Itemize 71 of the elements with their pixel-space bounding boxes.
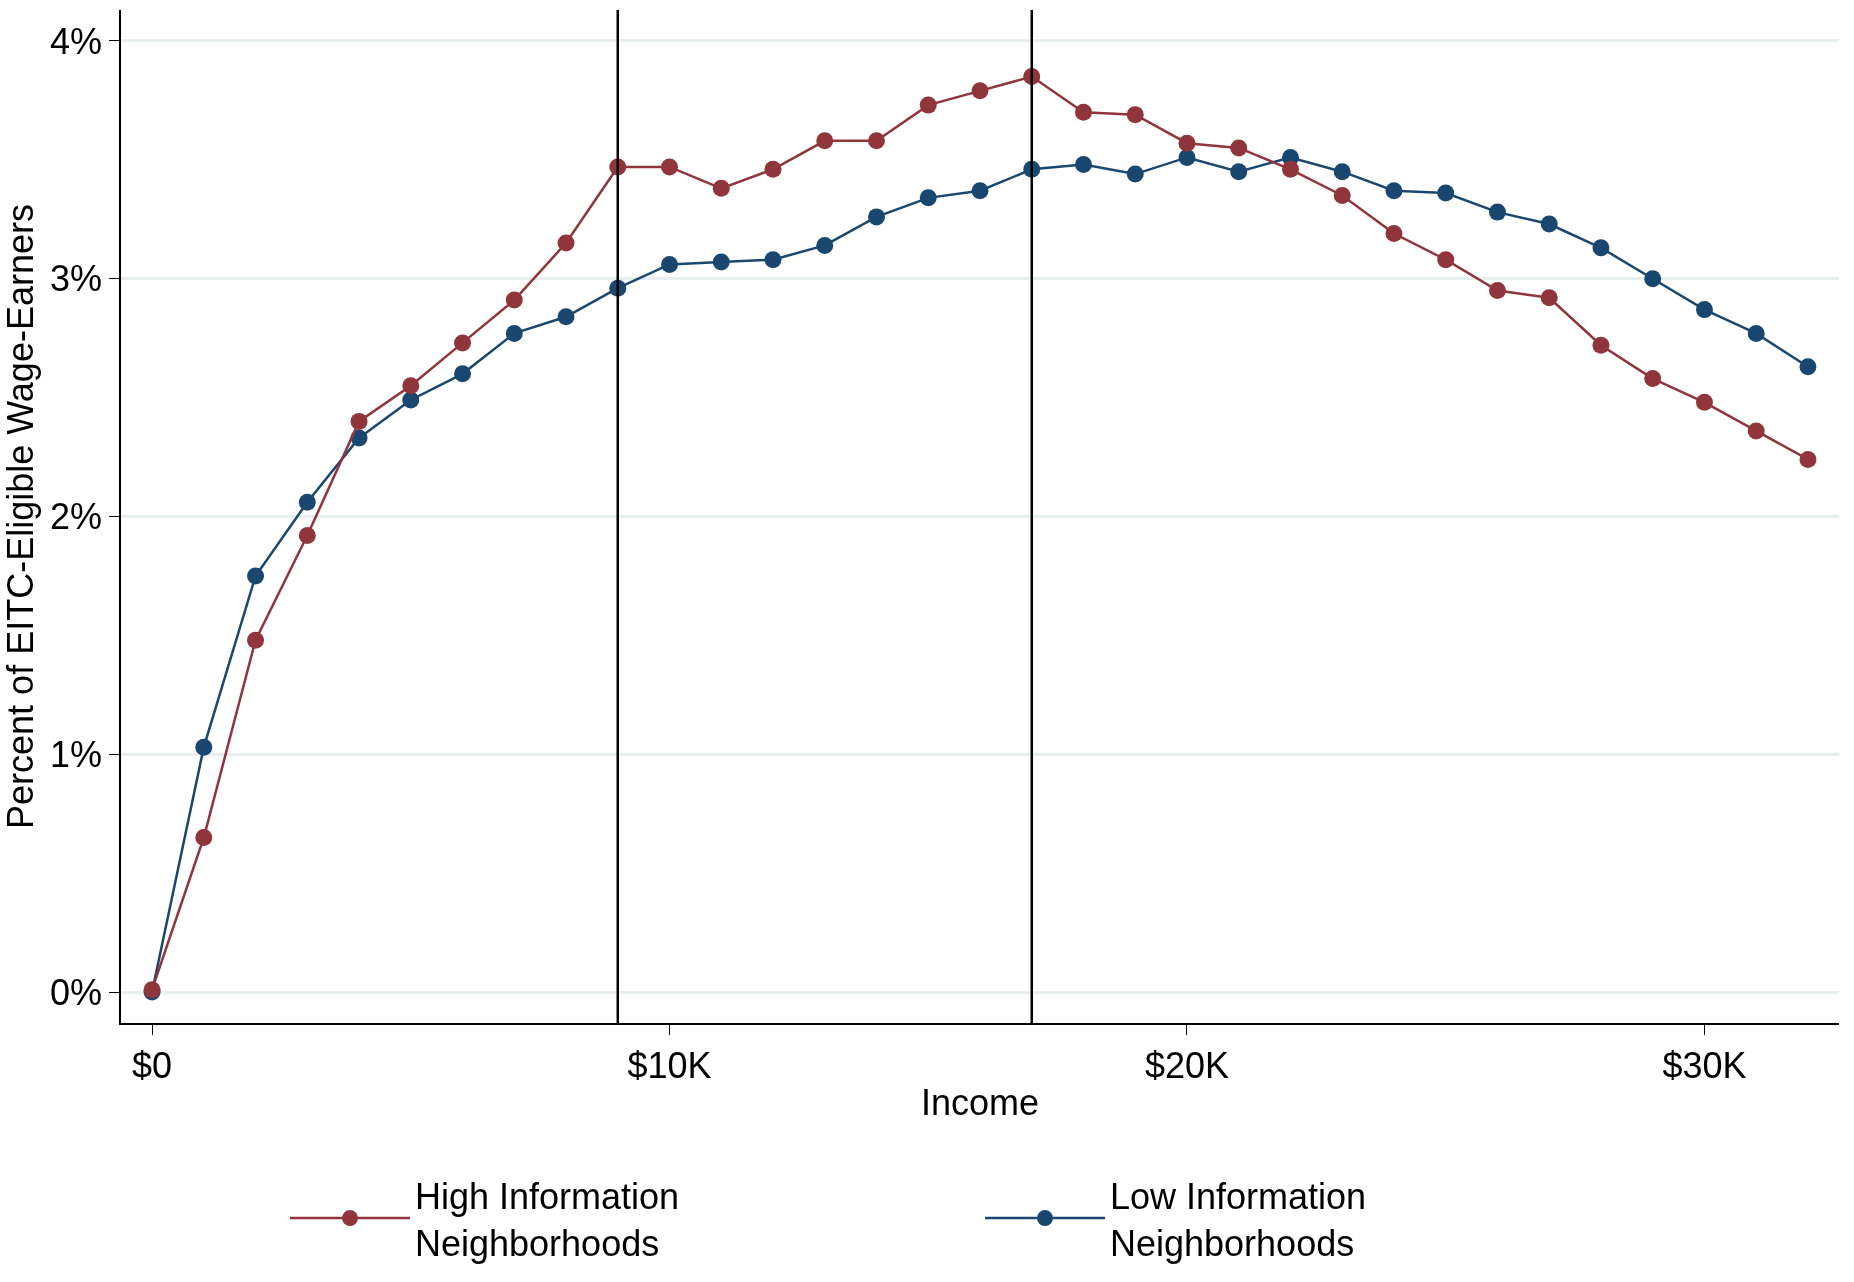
- point: [1281, 160, 1299, 178]
- point: [816, 236, 834, 254]
- y-tick-label: 3%: [50, 258, 103, 300]
- point: [1695, 393, 1713, 411]
- point: [1333, 186, 1351, 204]
- point: [402, 391, 420, 409]
- point: [247, 567, 265, 585]
- point: [557, 234, 575, 252]
- point: [402, 377, 420, 395]
- point: [195, 829, 213, 847]
- point: [505, 291, 523, 309]
- point: [1437, 184, 1455, 202]
- point: [350, 412, 368, 430]
- point: [764, 160, 782, 178]
- point: [1592, 336, 1610, 354]
- point: [1488, 282, 1506, 300]
- point: [1747, 324, 1765, 342]
- point: [919, 96, 937, 114]
- point: [454, 365, 472, 383]
- point: [661, 255, 679, 273]
- point: [816, 132, 834, 150]
- point: [1695, 301, 1713, 319]
- y-axis-title: Percent of EITC-Eligible Wage-Earners: [0, 204, 41, 829]
- point: [1592, 239, 1610, 257]
- legend-label: High Information Neighborhoods: [415, 1175, 680, 1264]
- point: [1075, 156, 1092, 174]
- point: [1230, 163, 1248, 181]
- legend-label: Low Information Neighborhoods: [1110, 1175, 1367, 1264]
- x-tick-label: $10K: [627, 1044, 712, 1086]
- point: [298, 527, 316, 545]
- point: [1799, 358, 1817, 376]
- point: [1178, 148, 1196, 166]
- point: [1488, 203, 1506, 221]
- point: [661, 158, 679, 176]
- point: [454, 334, 472, 352]
- point: [764, 251, 782, 269]
- y-tick-label: 4%: [50, 20, 103, 62]
- x-axis-title: Income: [920, 1082, 1040, 1124]
- point: [557, 308, 575, 326]
- point: [195, 738, 213, 756]
- point: [1747, 422, 1765, 440]
- y-tick-label: 2%: [50, 496, 103, 538]
- y-tick-label: 1%: [50, 733, 103, 775]
- point: [1333, 163, 1351, 181]
- y-tick-label: 0%: [50, 971, 103, 1013]
- point: [505, 324, 523, 342]
- point: [712, 253, 730, 271]
- point: [1540, 215, 1558, 233]
- x-tick-label: $20K: [1144, 1044, 1230, 1086]
- point: [1075, 103, 1092, 121]
- point: [1540, 289, 1558, 307]
- point: [868, 132, 886, 150]
- point: [1178, 134, 1196, 152]
- x-tick-label: $30K: [1662, 1044, 1747, 1086]
- point: [1230, 139, 1248, 157]
- point: [1644, 370, 1662, 388]
- point: [1644, 270, 1662, 288]
- point: [298, 493, 316, 511]
- point: [712, 179, 730, 197]
- point: [247, 631, 265, 649]
- point: [1437, 251, 1455, 269]
- point: [919, 189, 937, 207]
- x-tick-label: $0: [132, 1044, 173, 1086]
- point: [971, 82, 989, 100]
- point: [1385, 225, 1403, 243]
- point: [1126, 165, 1144, 183]
- point: [868, 208, 886, 226]
- point: [1126, 106, 1144, 124]
- point: [1385, 182, 1403, 200]
- point: [971, 182, 989, 200]
- point: [1799, 450, 1817, 468]
